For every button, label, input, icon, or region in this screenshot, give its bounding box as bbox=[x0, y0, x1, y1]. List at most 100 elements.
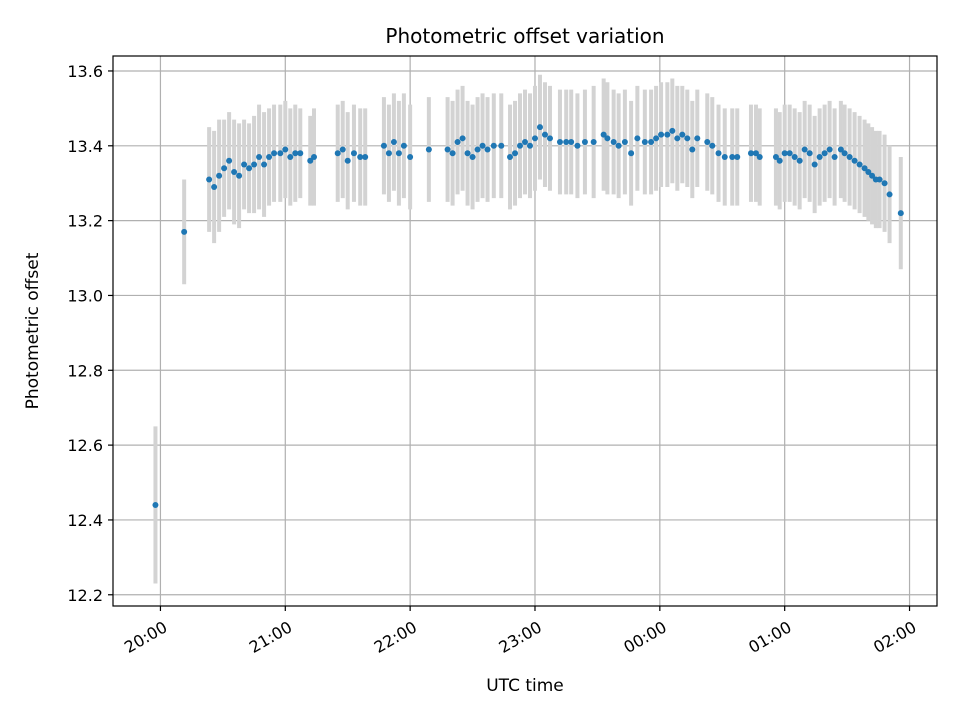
data-point bbox=[689, 146, 696, 153]
data-point bbox=[816, 154, 823, 161]
data-point bbox=[568, 139, 575, 146]
data-point bbox=[694, 135, 701, 142]
data-point bbox=[512, 150, 519, 157]
data-point bbox=[459, 135, 466, 142]
data-point bbox=[801, 146, 808, 153]
data-point bbox=[574, 142, 581, 149]
data-point bbox=[362, 154, 369, 161]
data-point bbox=[781, 150, 788, 157]
data-point bbox=[231, 168, 238, 175]
data-points bbox=[152, 124, 904, 508]
data-point bbox=[590, 139, 597, 146]
data-point bbox=[634, 135, 641, 142]
data-point bbox=[400, 142, 407, 149]
y-tick-label: 12.2 bbox=[67, 586, 103, 605]
data-point bbox=[277, 150, 284, 157]
data-point bbox=[350, 150, 357, 157]
data-point bbox=[498, 142, 505, 149]
data-point bbox=[664, 131, 671, 138]
data-point bbox=[479, 142, 486, 149]
data-point bbox=[221, 165, 228, 172]
data-point bbox=[507, 154, 514, 161]
data-point bbox=[776, 157, 783, 164]
data-point bbox=[425, 146, 432, 153]
data-point bbox=[152, 501, 159, 508]
data-point bbox=[837, 146, 844, 153]
data-point bbox=[407, 154, 414, 161]
data-point bbox=[344, 157, 351, 164]
data-point bbox=[385, 150, 392, 157]
data-point bbox=[287, 154, 294, 161]
data-point bbox=[181, 228, 188, 235]
data-point bbox=[311, 154, 318, 161]
data-point bbox=[444, 146, 451, 153]
data-point bbox=[679, 131, 686, 138]
data-point bbox=[531, 135, 538, 142]
data-point bbox=[674, 135, 681, 142]
y-tick-label: 13.6 bbox=[67, 62, 103, 81]
data-point bbox=[653, 135, 660, 142]
data-point bbox=[380, 142, 387, 149]
data-point bbox=[881, 180, 888, 187]
y-tick-label: 13.2 bbox=[67, 212, 103, 231]
data-point bbox=[390, 139, 397, 146]
data-point bbox=[841, 150, 848, 157]
data-point bbox=[704, 139, 711, 146]
data-point bbox=[846, 154, 853, 161]
data-point bbox=[464, 150, 471, 157]
data-point bbox=[851, 157, 858, 164]
data-point bbox=[395, 150, 402, 157]
data-point bbox=[791, 154, 798, 161]
data-point bbox=[236, 172, 243, 179]
data-point bbox=[734, 154, 741, 161]
data-point bbox=[641, 139, 648, 146]
data-point bbox=[246, 165, 253, 172]
data-point bbox=[211, 183, 218, 190]
data-point bbox=[709, 142, 716, 149]
data-point bbox=[747, 150, 754, 157]
data-point bbox=[297, 150, 304, 157]
data-point bbox=[684, 135, 691, 142]
data-point bbox=[216, 172, 223, 179]
chart-title: Photometric offset variation bbox=[385, 24, 664, 48]
data-point bbox=[484, 146, 491, 153]
y-tick-label: 12.4 bbox=[67, 511, 103, 530]
data-point bbox=[357, 154, 364, 161]
data-point bbox=[600, 131, 607, 138]
data-point bbox=[541, 131, 548, 138]
data-point bbox=[292, 150, 299, 157]
y-tick-label: 12.8 bbox=[67, 361, 103, 380]
data-point bbox=[449, 150, 456, 157]
data-point bbox=[876, 176, 883, 183]
data-point bbox=[821, 150, 828, 157]
data-point bbox=[546, 135, 553, 142]
data-point bbox=[526, 142, 533, 149]
x-axis-label: UTC time bbox=[486, 676, 564, 696]
data-point bbox=[307, 157, 314, 164]
data-point bbox=[811, 161, 818, 168]
data-point bbox=[826, 146, 833, 153]
data-point bbox=[339, 146, 346, 153]
data-point bbox=[563, 139, 570, 146]
data-point bbox=[648, 139, 655, 146]
data-point bbox=[226, 157, 233, 164]
data-point bbox=[772, 154, 779, 161]
data-point bbox=[865, 168, 872, 175]
data-point bbox=[658, 131, 665, 138]
data-point bbox=[831, 154, 838, 161]
data-point bbox=[796, 157, 803, 164]
data-point bbox=[490, 142, 497, 149]
data-point bbox=[756, 154, 763, 161]
data-point bbox=[615, 142, 622, 149]
data-point bbox=[856, 161, 863, 168]
data-point bbox=[271, 150, 278, 157]
data-point bbox=[628, 150, 635, 157]
data-point bbox=[251, 161, 258, 168]
data-point bbox=[556, 139, 563, 146]
data-point bbox=[522, 139, 528, 146]
y-tick-label: 12.6 bbox=[67, 436, 103, 455]
data-point bbox=[897, 210, 904, 217]
data-point bbox=[334, 150, 341, 157]
data-point bbox=[517, 142, 524, 149]
data-point bbox=[886, 191, 893, 198]
